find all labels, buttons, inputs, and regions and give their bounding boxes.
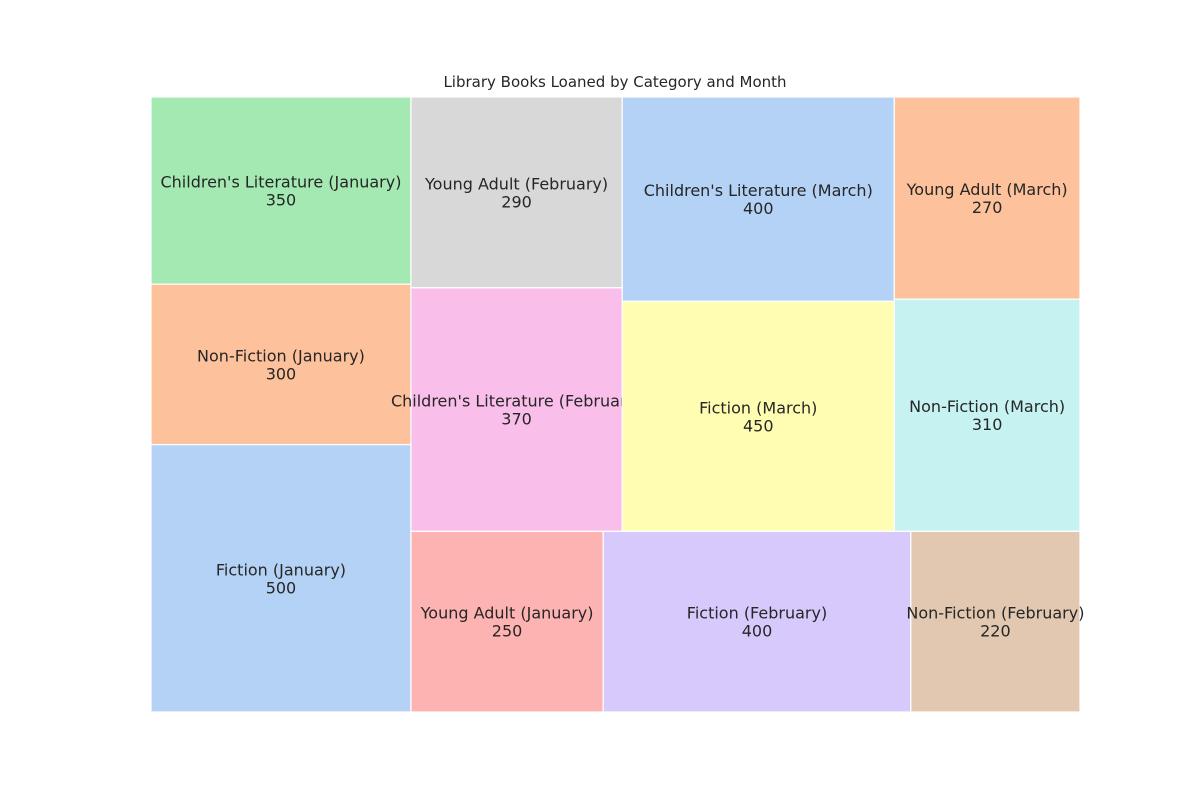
treemap-label: Children's Literature (March) — [644, 181, 873, 200]
treemap-label: Young Adult (March) — [906, 180, 1068, 199]
treemap-label: Fiction (March) — [699, 398, 817, 417]
treemap-value: 350 — [266, 191, 297, 210]
treemap-tile: Non-Fiction (March)310 — [893, 298, 1081, 532]
treemap-label: Children's Literature (February) — [391, 392, 642, 411]
treemap-tile: Non-Fiction (January)300 — [150, 283, 412, 446]
treemap-value: 300 — [266, 364, 297, 383]
treemap-label: Fiction (February) — [687, 604, 827, 623]
treemap-rect — [621, 300, 895, 532]
treemap-value: 310 — [972, 415, 1003, 434]
treemap-label: Children's Literature (January) — [160, 173, 401, 192]
treemap-tile: Young Adult (January)250 — [410, 530, 604, 713]
treemap-label: Young Adult (February) — [424, 174, 608, 193]
treemap-value: 250 — [492, 622, 523, 641]
treemap-value: 290 — [501, 192, 532, 211]
treemap-label: Fiction (January) — [216, 560, 346, 579]
treemap-rect — [893, 96, 1081, 300]
treemap-rect — [410, 530, 604, 713]
treemap-label: Non-Fiction (March) — [909, 397, 1065, 416]
treemap-tile: Children's Literature (February)370 — [391, 287, 642, 532]
treemap-rect — [893, 298, 1081, 532]
treemap-value: 270 — [972, 198, 1003, 217]
treemap-tile: Fiction (February)400 — [602, 530, 912, 713]
treemap-tile: Fiction (January)500 — [150, 444, 412, 713]
treemap-label: Young Adult (January) — [420, 604, 594, 623]
treemap-label: Non-Fiction (February) — [906, 604, 1084, 623]
treemap-rect — [410, 287, 623, 532]
treemap-tile: Children's Literature (January)350 — [150, 96, 412, 285]
treemap-rect — [410, 96, 623, 289]
treemap-value: 220 — [980, 622, 1011, 641]
treemap-tile: Young Adult (March)270 — [893, 96, 1081, 300]
treemap-tile: Children's Literature (March)400 — [621, 96, 895, 302]
treemap-rect — [910, 530, 1081, 713]
treemap-value: 400 — [743, 199, 774, 218]
treemap-rect — [621, 96, 895, 302]
treemap-label: Non-Fiction (January) — [197, 346, 365, 365]
treemap-value: 400 — [742, 622, 773, 641]
treemap-tile: Non-Fiction (February)220 — [906, 530, 1084, 713]
treemap-value: 370 — [501, 410, 532, 429]
treemap-tile: Fiction (March)450 — [621, 300, 895, 532]
treemap-value: 450 — [743, 416, 774, 435]
chart-title: Library Books Loaned by Category and Mon… — [443, 73, 787, 91]
treemap-value: 500 — [266, 578, 297, 597]
treemap-tile: Young Adult (February)290 — [410, 96, 623, 289]
